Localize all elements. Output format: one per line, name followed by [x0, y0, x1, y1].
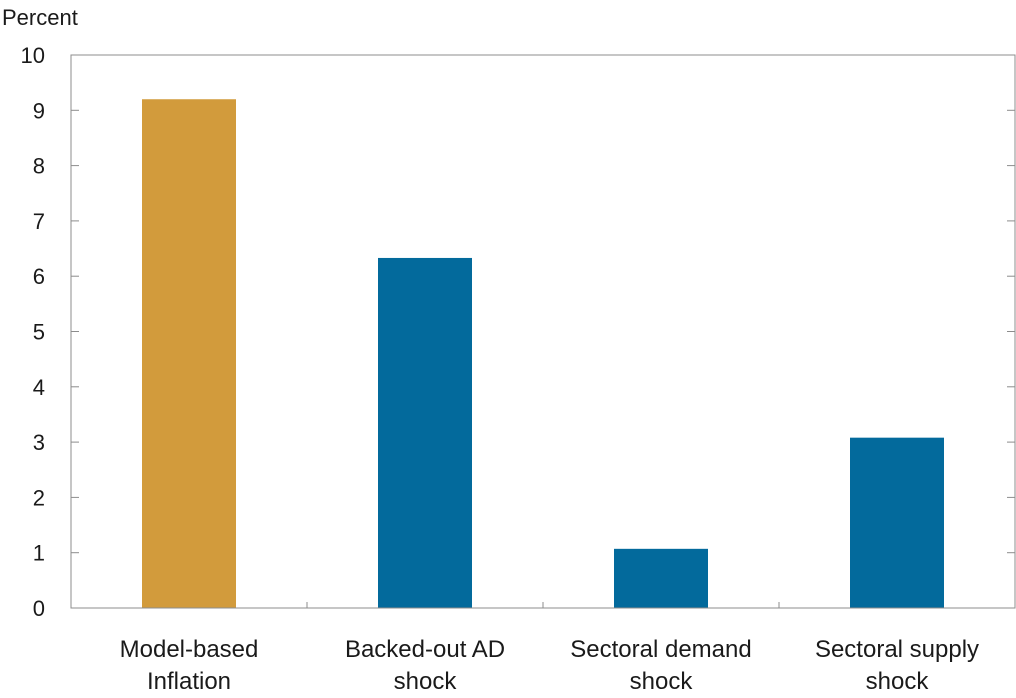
y-tick-label: 9 [33, 98, 45, 123]
y-tick-label: 3 [33, 430, 45, 455]
y-tick-label: 8 [33, 154, 45, 179]
bar [850, 437, 944, 608]
x-category-label: Inflation [147, 668, 231, 693]
y-axis: 0 1 2 3 4 5 6 7 8 9 10 [21, 43, 1015, 621]
bar [378, 257, 472, 608]
x-category-label: shock [866, 668, 930, 693]
y-tick-label: 4 [33, 375, 45, 400]
y-tick-label: 10 [21, 43, 45, 68]
x-category-label: Backed-out AD [345, 636, 505, 663]
x-category-label: Sectoral supply [815, 636, 979, 663]
y-tick-label: 0 [33, 596, 45, 621]
bar [142, 99, 236, 609]
y-tick-label: 1 [33, 541, 45, 566]
x-category-label: Model-based [120, 636, 259, 663]
bars-group [142, 99, 944, 609]
x-category-label: Sectoral demand [570, 636, 751, 663]
y-axis-unit-label: Percent [2, 5, 78, 30]
y-tick-label: 7 [33, 209, 45, 234]
y-tick-label: 6 [33, 264, 45, 289]
x-axis: Model-based Inflation Backed-out AD shock Se… [120, 602, 979, 695]
y-tick-label: 2 [33, 485, 45, 510]
x-category-label: shock [630, 668, 694, 693]
x-category-label: shock [394, 668, 458, 693]
bar [614, 548, 708, 608]
y-tick-label: 5 [33, 320, 45, 345]
